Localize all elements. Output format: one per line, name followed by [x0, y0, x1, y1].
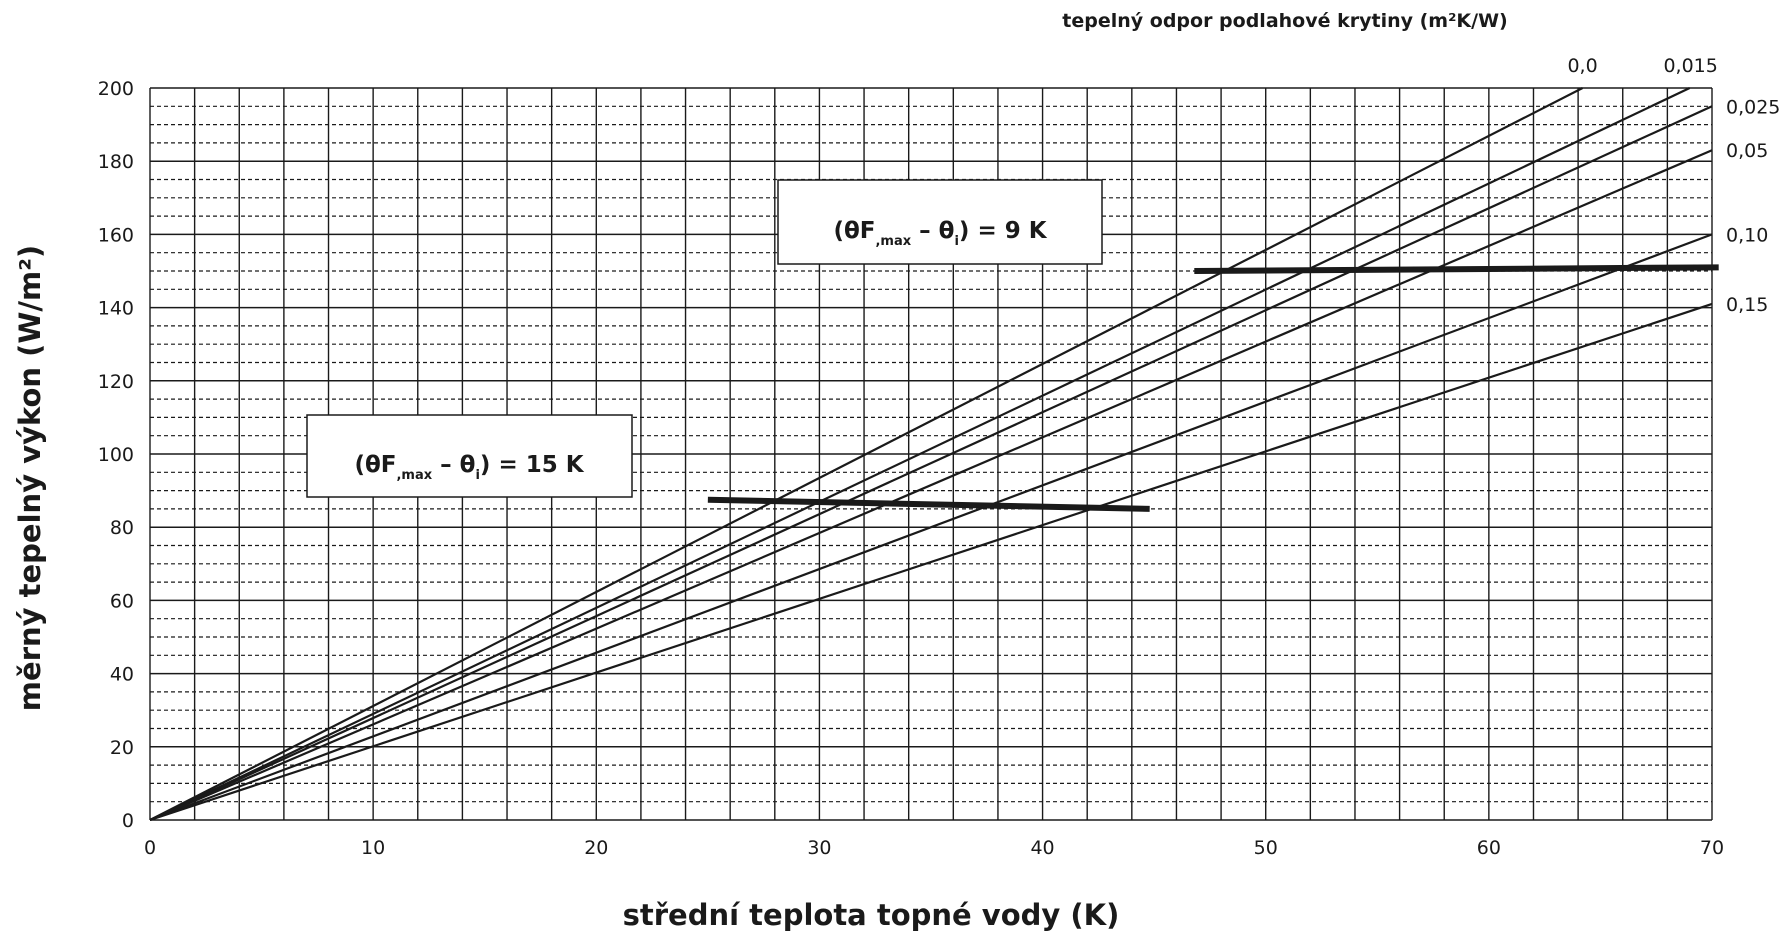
y-tick-label: 160: [98, 224, 134, 246]
y-tick-label: 60: [110, 590, 134, 612]
annotation-15k-text: (θF,max – θi) = 15 K: [354, 452, 584, 483]
x-tick-label: 10: [361, 837, 385, 859]
series-line-4: [149, 233, 1713, 822]
y-tick-label: 120: [98, 371, 134, 393]
y-tick-label: 20: [110, 737, 134, 759]
y-tick-label: 0: [122, 810, 134, 832]
x-tick-label: 0: [144, 837, 156, 859]
series-line-0: [149, 87, 1584, 821]
limit-curve-1: [1194, 264, 1719, 274]
limit-curves: [707, 264, 1719, 512]
series-line-5: [149, 302, 1713, 822]
series-label-5: 0,15: [1726, 294, 1768, 316]
x-tick-label: 50: [1254, 837, 1278, 859]
series-label-2: 0,025: [1726, 96, 1780, 118]
series-label-0: 0,0: [1567, 55, 1597, 77]
series-lines: [149, 87, 1713, 822]
x-axis-title: střední teplota topné vody (K): [623, 898, 1120, 932]
y-tick-label: 80: [110, 517, 134, 539]
y-tick-label: 200: [98, 78, 134, 100]
limit-curve-0: [707, 496, 1150, 512]
annotation-15k: (θF,max – θi) = 15 K: [306, 414, 633, 498]
series-label-1: 0,015: [1663, 55, 1717, 77]
x-tick-label: 20: [584, 837, 608, 859]
x-tick-label: 40: [1030, 837, 1054, 859]
y-tick-label: 40: [110, 664, 134, 686]
y-tick-label: 140: [98, 298, 134, 320]
y-axis-title: měrný tepelný výkon (W/m²): [13, 245, 47, 711]
annotation-9k: (θF,max – θi) = 9 K: [777, 179, 1103, 265]
tick-labels: 0 10 20 30 40 50 60 70 0 20 40 60 80 100 120 140 160 180 2…: [98, 78, 1724, 859]
annotation-15k-box: [306, 414, 633, 498]
annotation-9k-box: [777, 179, 1103, 265]
y-tick-label: 180: [98, 151, 134, 173]
series-line-2: [149, 105, 1713, 822]
legend-title: tepelný odpor podlahové krytiny (m²K/W): [1062, 10, 1507, 32]
annotation-9k-text: (θF,max – θi) = 9 K: [833, 218, 1047, 249]
x-tick-label: 60: [1477, 837, 1501, 859]
series-line-3: [149, 149, 1713, 822]
series-label-3: 0,05: [1726, 140, 1768, 162]
x-tick-label: 30: [807, 837, 831, 859]
series-label-4: 0,10: [1726, 224, 1768, 246]
series-labels: 0,0 0,015 0,025 0,05 0,10 0,15: [1567, 55, 1780, 316]
y-tick-label: 100: [98, 444, 134, 466]
series-line-1: [149, 87, 1691, 821]
x-tick-label: 70: [1700, 837, 1724, 859]
